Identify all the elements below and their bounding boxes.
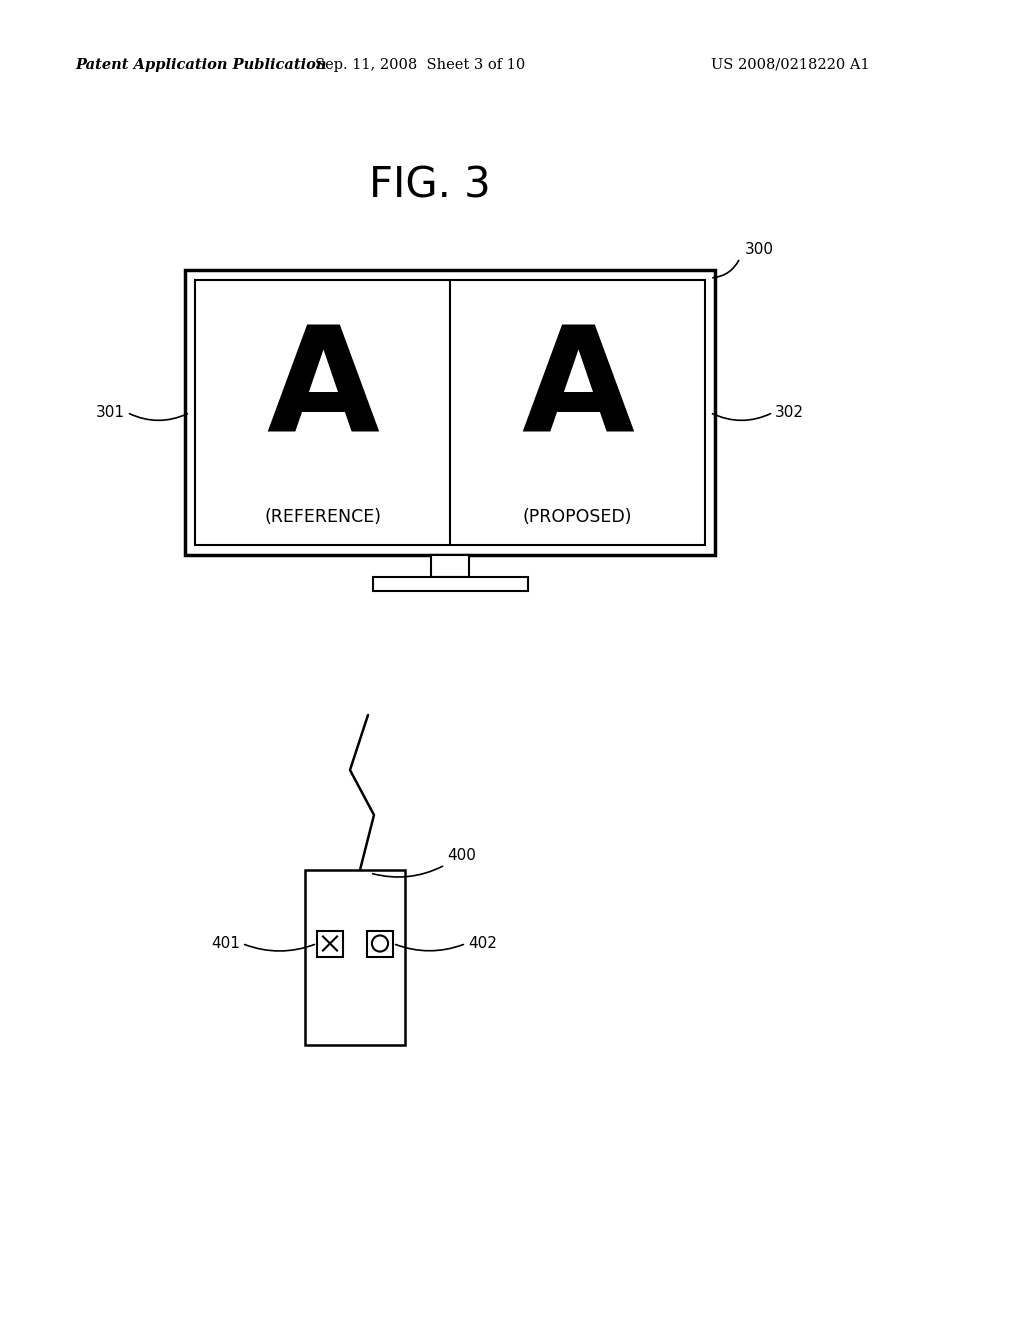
Text: US 2008/0218220 A1: US 2008/0218220 A1 bbox=[711, 58, 869, 73]
Text: 302: 302 bbox=[775, 405, 804, 420]
Text: 300: 300 bbox=[745, 243, 774, 257]
Text: Patent Application Publication: Patent Application Publication bbox=[75, 58, 327, 73]
Text: FIG. 3: FIG. 3 bbox=[369, 164, 490, 206]
Text: (REFERENCE): (REFERENCE) bbox=[264, 508, 381, 525]
Text: A: A bbox=[266, 321, 379, 462]
Text: 400: 400 bbox=[447, 847, 476, 862]
Text: A: A bbox=[521, 321, 634, 462]
Text: 402: 402 bbox=[468, 936, 497, 950]
Bar bbox=[185, 271, 715, 554]
Bar bbox=[195, 280, 705, 545]
Text: (PROPOSED): (PROPOSED) bbox=[522, 508, 632, 525]
Bar bbox=[367, 931, 393, 957]
Bar bbox=[305, 870, 406, 1045]
Bar bbox=[373, 577, 527, 591]
Text: Sep. 11, 2008  Sheet 3 of 10: Sep. 11, 2008 Sheet 3 of 10 bbox=[314, 58, 525, 73]
Bar bbox=[431, 554, 469, 577]
Text: 401: 401 bbox=[211, 936, 240, 950]
Bar bbox=[317, 931, 343, 957]
Text: 301: 301 bbox=[96, 405, 125, 420]
